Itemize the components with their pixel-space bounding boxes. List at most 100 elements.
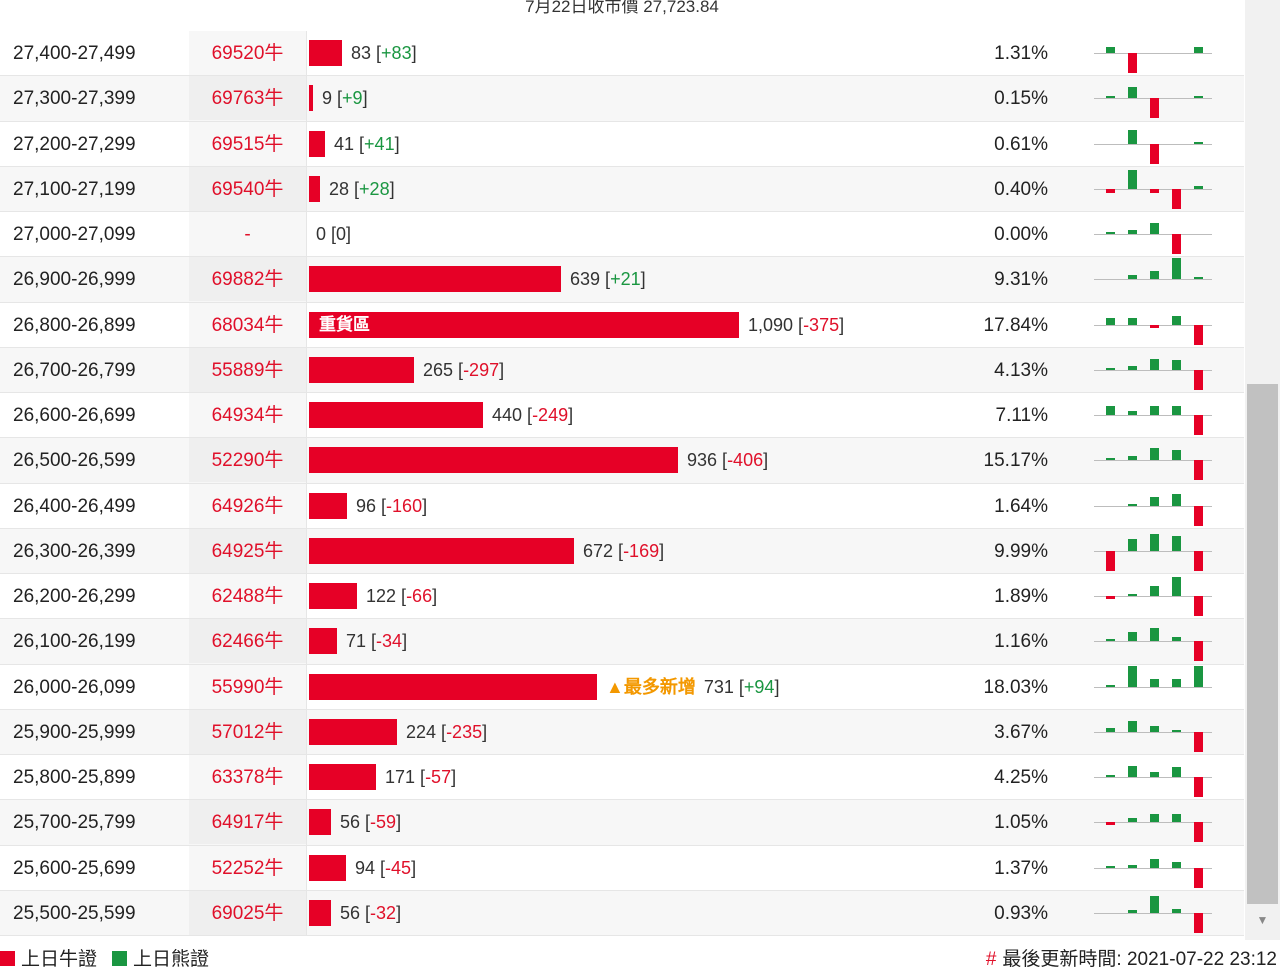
volume-bar bbox=[309, 356, 414, 383]
scroll-down-arrow-icon[interactable]: ▼ bbox=[1256, 913, 1269, 927]
cbbc-code-link[interactable]: 63378牛 bbox=[189, 755, 306, 799]
sparkline-bar bbox=[1194, 550, 1203, 571]
volume-bar-cell: 639 [+21] bbox=[306, 257, 946, 303]
cbbc-code-link[interactable]: 69025牛 bbox=[189, 890, 306, 935]
volume-info: 936 [-406] bbox=[687, 450, 769, 471]
table-row[interactable]: 26,700-26,799 55889牛 265 [-297] 4.13% bbox=[0, 347, 1244, 393]
volume-bar bbox=[309, 447, 678, 474]
sparkline-bar bbox=[1106, 596, 1115, 599]
table-row[interactable]: 25,700-25,799 64917牛 56 [-59] 1.05% bbox=[0, 800, 1244, 846]
table-row[interactable]: 26,400-26,499 64926牛 96 [-160] 1.64% bbox=[0, 483, 1244, 529]
cbbc-code-link[interactable]: 55990牛 bbox=[189, 664, 306, 709]
volume-info: 56 [-32] bbox=[340, 902, 402, 923]
price-range: 27,300-27,399 bbox=[13, 88, 136, 110]
volume-value: 171 bbox=[385, 767, 416, 787]
sparkline-bar bbox=[1106, 188, 1115, 193]
volume-info: 0 [0] bbox=[316, 224, 352, 244]
sparkline-bar bbox=[1172, 814, 1181, 823]
cbbc-code-link[interactable]: 64934牛 bbox=[189, 393, 306, 437]
closing-price-header: 7月22日收市價 27,723.84 bbox=[0, 0, 1244, 31]
table-row[interactable]: 26,300-26,399 64925牛 672 [-169] 9.99% bbox=[0, 528, 1244, 574]
sparkline-bar bbox=[1128, 129, 1137, 144]
table-row[interactable]: 27,300-27,399 69763牛 9 [+9] 0.15% bbox=[0, 76, 1244, 122]
volume-info: 83 [+83] bbox=[351, 43, 417, 63]
sparkline-bar bbox=[1150, 223, 1159, 234]
sparkline-bar bbox=[1194, 912, 1203, 933]
volume-change: -375 bbox=[803, 314, 840, 335]
volume-info: 71 [-34] bbox=[346, 631, 408, 652]
table-row[interactable]: 25,900-25,999 57012牛 224 [-235] 3.67% bbox=[0, 709, 1244, 755]
sparkline-bar bbox=[1194, 822, 1203, 843]
cbbc-code-link[interactable]: 52252牛 bbox=[189, 845, 306, 890]
cbbc-code-link[interactable]: 69763牛 bbox=[189, 76, 306, 121]
table-row[interactable]: 26,200-26,299 62488牛 122 [-66] 1.89% bbox=[0, 574, 1244, 620]
cbbc-code-link[interactable]: 52290牛 bbox=[189, 438, 306, 483]
table-row[interactable]: 27,200-27,299 69515牛 41 [+41] 0.61% bbox=[0, 121, 1244, 167]
volume-bar bbox=[309, 583, 357, 609]
sparkline-bar bbox=[1172, 678, 1181, 687]
cbbc-code-link[interactable]: 64926牛 bbox=[189, 483, 306, 528]
cbbc-code-link[interactable]: 62466牛 bbox=[189, 619, 306, 664]
sparkline-bar bbox=[1150, 98, 1159, 119]
cbbc-code-link[interactable]: 69882牛 bbox=[189, 257, 306, 302]
sparkline-bar bbox=[1172, 359, 1181, 370]
table-row[interactable]: 27,100-27,199 69540牛 28 [+28] 0.40% bbox=[0, 166, 1244, 212]
cbbc-code-link[interactable]: 64917牛 bbox=[189, 800, 306, 845]
table-row[interactable]: 25,800-25,899 63378牛 171 [-57] 4.25% bbox=[0, 755, 1244, 801]
table-row[interactable]: 27,000-27,099 -0 [0] 0.00% bbox=[0, 212, 1244, 258]
cbbc-code-link[interactable]: 57012牛 bbox=[189, 709, 306, 754]
table-row[interactable]: 26,000-26,099 55990牛 ▲最多新增 731 [+94] 18.03% bbox=[0, 664, 1244, 710]
table-row[interactable]: 25,500-25,599 69025牛 56 [-32] 0.93% bbox=[0, 890, 1244, 936]
sparkline-bar bbox=[1150, 895, 1159, 913]
cbbc-code-link[interactable]: 69515牛 bbox=[189, 121, 306, 166]
price-range: 25,900-25,999 bbox=[13, 721, 136, 743]
sparkline-bar bbox=[1172, 315, 1181, 325]
volume-value: 731 bbox=[703, 676, 734, 697]
sparkline-bar bbox=[1106, 822, 1115, 826]
sparkline-bar bbox=[1194, 415, 1203, 435]
table-row[interactable]: 27,400-27,499 69520牛 83 [+83] 1.31% bbox=[0, 31, 1244, 77]
hash-icon: # bbox=[985, 949, 997, 970]
volume-bar bbox=[309, 537, 574, 564]
volume-bar-cell: 41 [+41] bbox=[306, 121, 946, 167]
volume-bar bbox=[309, 492, 347, 519]
price-range: 26,900-26,999 bbox=[13, 269, 136, 291]
percentage: 1.05% bbox=[994, 812, 1048, 834]
volume-bar-cell: 0 [0] bbox=[306, 212, 946, 257]
vertical-scrollbar[interactable]: ▼ bbox=[1245, 0, 1280, 940]
volume-value: 71 bbox=[346, 631, 367, 652]
most-added-badge: ▲最多新增 bbox=[606, 676, 696, 697]
volume-change: -160 bbox=[386, 495, 423, 516]
volume-change: +9 bbox=[342, 88, 363, 109]
scrollbar-thumb[interactable] bbox=[1247, 384, 1278, 904]
percentage: 3.67% bbox=[994, 721, 1048, 743]
volume-value: 83 bbox=[351, 43, 372, 63]
table-row[interactable]: 26,800-26,899 68034牛 重貨區 1,090 [-375] 17.84% bbox=[0, 302, 1244, 348]
price-range: 26,700-26,799 bbox=[13, 359, 136, 381]
cbbc-code-link[interactable]: 55889牛 bbox=[189, 347, 306, 392]
sparkline-bar bbox=[1150, 858, 1159, 868]
volume-bar bbox=[309, 718, 397, 745]
cbbc-code-link[interactable]: 68034牛 bbox=[189, 302, 306, 347]
volume-change: -59 bbox=[370, 812, 397, 833]
cbbc-code-link[interactable]: 64925牛 bbox=[189, 528, 306, 573]
volume-info: 171 [-57] bbox=[385, 767, 457, 787]
sparkline-bar bbox=[1172, 535, 1181, 551]
sparkline-bar bbox=[1128, 766, 1137, 777]
table-row[interactable]: 26,600-26,699 64934牛 440 [-249] 7.11% bbox=[0, 393, 1244, 439]
table-row[interactable]: 26,100-26,199 62466牛 71 [-34] 1.16% bbox=[0, 619, 1244, 665]
sparkline-bar bbox=[1194, 731, 1203, 752]
volume-bar-cell: 224 [-235] bbox=[306, 709, 946, 755]
trend-sparkline bbox=[1094, 169, 1212, 209]
table-row[interactable]: 26,500-26,599 52290牛 936 [-406] 15.17% bbox=[0, 438, 1244, 484]
sparkline-bar bbox=[1194, 277, 1203, 280]
cbbc-code-link[interactable]: 62488牛 bbox=[189, 574, 306, 618]
trend-sparkline bbox=[1094, 315, 1212, 345]
volume-info: 9 [+9] bbox=[322, 88, 368, 109]
table-row[interactable]: 25,600-25,699 52252牛 94 [-45] 1.37% bbox=[0, 845, 1244, 891]
table-row[interactable]: 26,900-26,999 69882牛 639 [+21] 9.31% bbox=[0, 257, 1244, 303]
volume-bar bbox=[309, 673, 597, 700]
cbbc-code-link[interactable]: 69520牛 bbox=[189, 31, 306, 75]
volume-change: -57 bbox=[425, 767, 452, 787]
cbbc-code-link[interactable]: 69540牛 bbox=[189, 166, 306, 211]
